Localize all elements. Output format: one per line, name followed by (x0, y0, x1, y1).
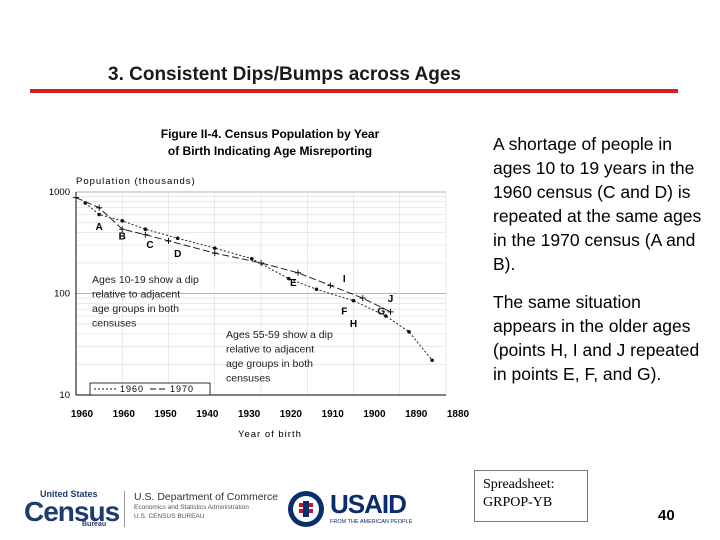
census-logo-top: United States (40, 489, 98, 499)
commerce-line2: Economics and Statistics Administration (134, 504, 249, 511)
explanation-paragraph-1: A shortage of people in ages 10 to 19 ye… (493, 134, 702, 274)
x-tick-label: 1920 (280, 409, 303, 420)
series-1960-point (314, 287, 319, 292)
logo-divider (124, 491, 125, 527)
census-population-chart: Figure II-4. Census Population by Year o… (28, 120, 478, 450)
census-logo-word: Census (24, 496, 120, 527)
commerce-line1: U.S. Department of Commerce (134, 491, 279, 503)
annotation-ages-55-59: Ages 55-59 show a dip relative to adjacen… (226, 329, 333, 385)
spreadsheet-note: Spreadsheet: GRPOP-YB (474, 470, 588, 522)
commerce-dept-text: U.S. Department of Commerce Economics an… (134, 491, 284, 521)
chart-canvas: Figure II-4. Census Population by Year o… (49, 127, 470, 440)
explanation-paragraph-2: The same situation appears in the older … (493, 292, 700, 384)
series-1970-point (327, 282, 334, 289)
point-label-G: G (377, 307, 385, 318)
series-1960-point (175, 236, 180, 241)
point-label-C: C (146, 240, 153, 251)
point-label-A: A (96, 222, 103, 233)
series-1960-point (430, 358, 434, 363)
usaid-logo-tagline: FROM THE AMERICAN PEOPLE (330, 519, 413, 525)
annotation-ages-10-19: Ages 10-19 show a dip relative to adjacen… (92, 274, 199, 330)
series-1970-point (295, 269, 301, 276)
series-1970-point (165, 237, 172, 244)
spreadsheet-name: GRPOP-YB (483, 495, 553, 510)
series-1970-point (142, 231, 149, 238)
point-label-E: E (290, 278, 297, 289)
series-1960-point (384, 314, 388, 318)
figure-title-line1: Figure II-4. Census Population by Year (161, 127, 380, 141)
series-1960-point (143, 227, 148, 232)
legend-1970-label: 1970 (170, 384, 194, 394)
point-label-I: I (343, 274, 346, 285)
usaid-logo-word: USAID (330, 489, 407, 519)
series-1960-point (249, 256, 254, 261)
x-tick-label: 1930 (238, 409, 261, 420)
usaid-seal-icon (288, 491, 324, 527)
census-logo-bureau: Bureau (82, 521, 107, 528)
point-label-H: H (350, 319, 357, 330)
x-tick-label: 1950 (154, 409, 177, 420)
series-1960-point (286, 276, 291, 281)
slide-title: 3. Consistent Dips/Bumps across Ages (108, 64, 462, 85)
x-tick-label: 1960 (71, 409, 94, 420)
series-1960-point (97, 212, 101, 217)
series-1970-point (96, 204, 103, 211)
title-divider (30, 89, 678, 93)
point-label-F: F (341, 307, 347, 318)
series-1960-point (120, 219, 125, 223)
y-tick-label: 1000 (49, 187, 70, 198)
x-tick-label: 1940 (196, 409, 219, 420)
x-tick-label: 1900 (363, 409, 386, 420)
series-1970-point (73, 194, 79, 201)
y-axis-label: Population (thousands) (76, 176, 196, 187)
figure-title-line2: of Birth Indicating Age Misreporting (168, 144, 372, 158)
y-tick-label: 100 (54, 289, 70, 300)
commerce-line3: U.S. CENSUS BUREAU (134, 513, 205, 520)
series-1970-point (211, 250, 218, 257)
series-1970-point (359, 295, 366, 302)
series-1970-point (387, 308, 394, 315)
series-1960-point (407, 329, 411, 334)
y-tick-label: 10 (59, 390, 70, 401)
series-1960-point (212, 246, 217, 250)
census-bureau-logo: United States Census Bureau (24, 487, 124, 531)
legend-1960-label: 1960 (120, 384, 144, 394)
x-axis-label: Year of birth (238, 429, 302, 440)
x-tick-label: 1880 (447, 409, 470, 420)
footer-logos: United States Census Bureau U.S. Departm… (24, 487, 424, 531)
series-1960-point (351, 298, 356, 303)
spreadsheet-label: Spreadsheet: (483, 477, 555, 492)
series-1970-point (119, 226, 126, 233)
explanation-text: A shortage of people in ages 10 to 19 ye… (493, 132, 703, 400)
x-tick-label: 1960 (113, 409, 136, 420)
point-label-D: D (174, 249, 181, 260)
x-tick-label: 1890 (405, 409, 428, 420)
page-number: 40 (658, 507, 675, 524)
series-1970-point (258, 259, 264, 266)
point-label-J: J (388, 294, 394, 305)
point-label-B: B (119, 232, 126, 243)
x-tick-label: 1910 (322, 409, 345, 420)
